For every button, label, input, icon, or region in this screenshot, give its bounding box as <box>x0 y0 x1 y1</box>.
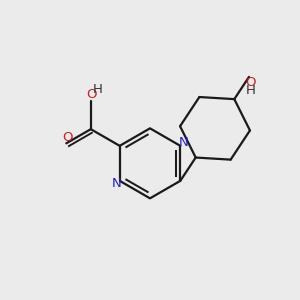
Text: N: N <box>178 136 188 149</box>
Text: O: O <box>63 131 73 144</box>
Text: O: O <box>245 76 256 89</box>
Text: N: N <box>112 177 122 190</box>
Text: H: H <box>93 83 103 96</box>
Text: O: O <box>87 88 97 101</box>
Text: H: H <box>246 84 256 97</box>
